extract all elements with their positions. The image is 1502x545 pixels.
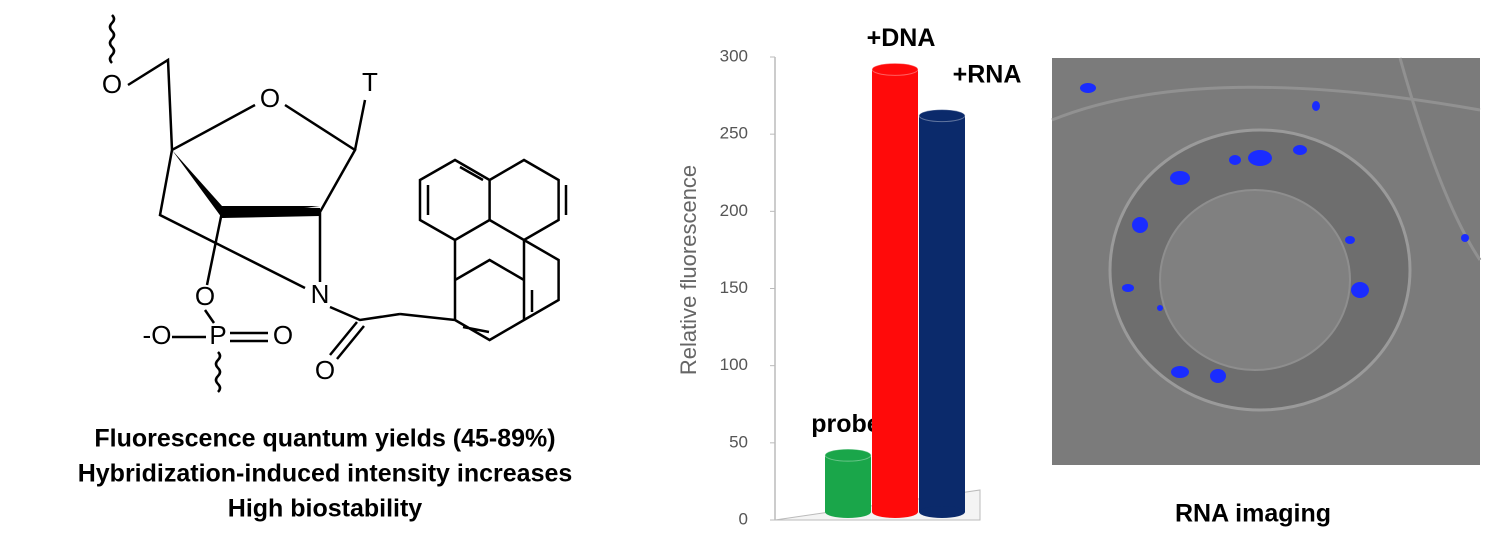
atom-label: O [260, 83, 280, 113]
bar [872, 69, 918, 512]
y-tick-label: 50 [729, 432, 748, 451]
y-tick-label: 0 [739, 509, 748, 528]
bar-label: +DNA [867, 24, 936, 52]
atom-label: N [311, 279, 330, 309]
microscopy-image [1051, 57, 1482, 465]
bar [825, 455, 871, 512]
y-axis-label: Relative fluorescence [676, 165, 701, 375]
image-caption: RNA imaging [1175, 500, 1331, 528]
bar-base [825, 506, 871, 518]
bar-label: probe [811, 410, 881, 438]
atom-label: O [315, 355, 335, 385]
atom-label: T [362, 67, 378, 97]
caption: Fluorescence quantum yields (45-89%) [94, 425, 555, 453]
atom-label: O [102, 69, 122, 99]
y-tick-label: 100 [720, 355, 748, 374]
atom-label: P [209, 320, 226, 350]
bar [919, 115, 965, 512]
y-tick-label: 250 [720, 124, 748, 143]
bar-base [919, 506, 965, 518]
caption: Hybridization-induced intensity increase… [78, 460, 573, 488]
bar-cap [824, 448, 872, 462]
y-tick-label: 200 [720, 201, 748, 220]
bar-label: +RNA [953, 60, 1022, 88]
bar-base [872, 506, 918, 518]
y-tick-label: 150 [720, 278, 748, 297]
atom-label: O [195, 281, 215, 311]
atom-label: O [273, 320, 293, 350]
atom-label: -O [143, 320, 172, 350]
structure: O O T O N -O P O O [102, 14, 568, 393]
bar-cap [871, 62, 919, 76]
bar-chart: Relative fluorescence 0 50 100 150 200 250 300… [676, 24, 1022, 529]
caption: High biostability [228, 495, 423, 523]
y-tick-label: 300 [720, 46, 748, 65]
bar-cap [918, 109, 966, 123]
